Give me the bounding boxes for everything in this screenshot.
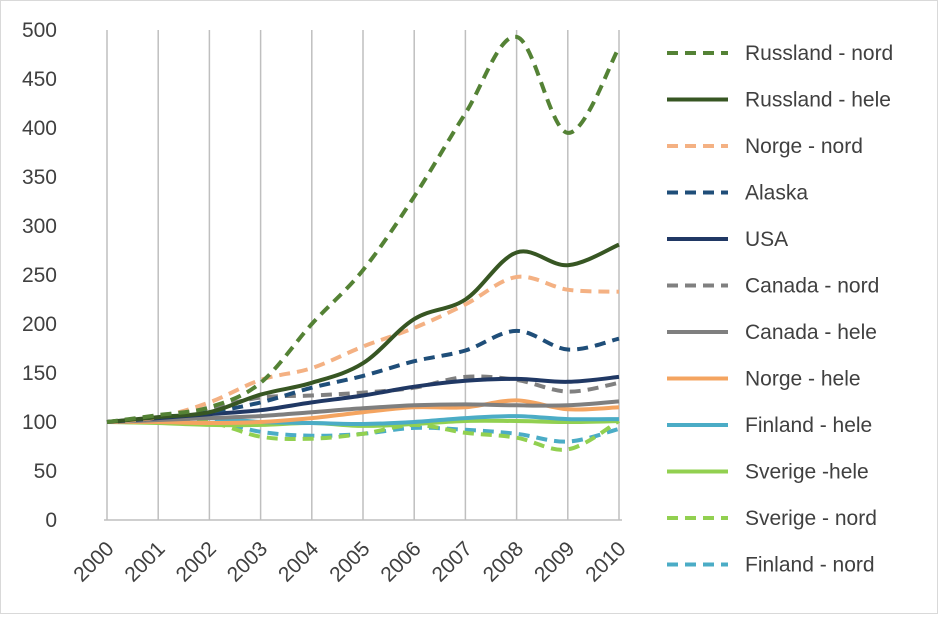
legend-label-russland-nord: Russland - nord	[745, 42, 893, 65]
x-tick-label: 2004	[274, 537, 324, 587]
x-tick-label: 2006	[376, 537, 425, 586]
series-line-sverige-nord	[106, 418, 621, 452]
x-tick-label: 2010	[581, 537, 630, 586]
y-tick-label: 500	[22, 19, 57, 42]
series-line-alaska	[106, 328, 620, 424]
y-tick-label: 200	[22, 313, 57, 336]
legend-label-finland-nord: Finland - nord	[745, 554, 875, 577]
legend-label-usa: USA	[745, 228, 788, 251]
y-tick-label: 50	[34, 460, 57, 483]
y-tick-label: 350	[22, 166, 57, 189]
x-tick-label: 2003	[223, 537, 272, 586]
legend-label-norge-nord: Norge - nord	[745, 135, 863, 158]
series-line-russland-hele	[106, 242, 620, 424]
y-tick-label: 300	[22, 215, 57, 238]
legend-label-russland-hele: Russland - hele	[745, 89, 891, 112]
series-line-norge-hele	[106, 398, 620, 425]
series-line-canada-hele	[106, 399, 620, 424]
x-tick-label: 2000	[69, 537, 118, 586]
legend-label-finland-hele: Finland - hele	[745, 414, 872, 437]
legend-label-alaska: Alaska	[745, 182, 808, 205]
legend-label-canada-nord: Canada - nord	[745, 275, 879, 298]
y-tick-label: 150	[22, 362, 57, 385]
legend: Russland - nord Russland - hele Norge - no…	[667, 42, 893, 577]
legend-label-sverige-nord: Sverige - nord	[745, 507, 877, 530]
y-tick-label: 450	[22, 68, 57, 91]
series-line-canada-nord	[106, 374, 620, 424]
y-tick-label: 100	[22, 411, 57, 434]
series-layer	[106, 34, 621, 452]
y-tick-label: 250	[22, 264, 57, 287]
x-tick-label: 2005	[325, 537, 374, 586]
x-tick-label: 2008	[479, 537, 528, 586]
series-line-norge-nord	[106, 274, 620, 424]
x-tick-label: 2007	[428, 537, 477, 586]
y-tick-label: 400	[22, 117, 57, 140]
legend-label-sverige-hele: Sverige -hele	[745, 461, 869, 484]
y-tick-label: 0	[45, 509, 57, 532]
x-tick-label: 2009	[530, 537, 579, 586]
legend-label-canada-hele: Canada - hele	[745, 321, 877, 344]
legend-label-norge-hele: Norge - hele	[745, 368, 861, 391]
x-tick-label: 2001	[120, 537, 169, 586]
x-tick-label: 2002	[172, 537, 221, 586]
